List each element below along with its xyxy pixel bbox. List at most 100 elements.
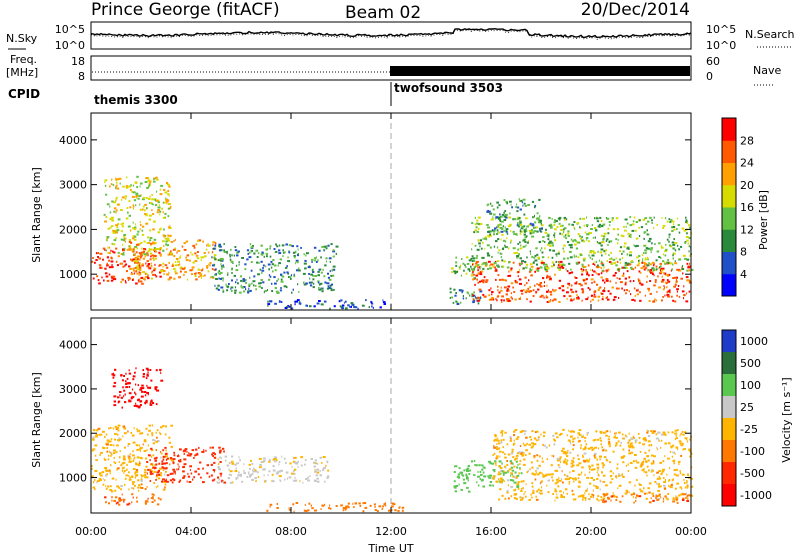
echo-cell [621, 495, 624, 498]
echo-cell [549, 240, 552, 243]
echo-cell [384, 502, 386, 505]
echo-cell [147, 277, 150, 280]
echo-cell [530, 230, 533, 233]
echo-cell [491, 462, 495, 465]
echo-cell [279, 258, 283, 261]
echo-cell [486, 204, 488, 207]
echo-cell [132, 237, 135, 240]
echo-cell [568, 250, 572, 253]
echo-cell [522, 289, 525, 291]
echo-cell [644, 294, 646, 297]
echo-cell [679, 442, 682, 445]
echo-cell [150, 244, 152, 247]
echo-cell [676, 228, 678, 231]
echo-cell [482, 262, 486, 265]
echo-cell [115, 224, 119, 227]
echo-cell [303, 509, 306, 512]
echo-cell [665, 497, 668, 500]
echo-cell [534, 254, 537, 257]
echo-cell [545, 473, 548, 476]
echo-cell [141, 247, 143, 250]
echo-cell [686, 258, 690, 261]
echo-cell [391, 505, 394, 508]
echo-cell [560, 432, 563, 435]
echo-cell [217, 481, 220, 484]
echo-cell [662, 460, 665, 463]
echo-cell [648, 482, 652, 485]
echo-cell [323, 245, 327, 248]
echo-cell [177, 454, 179, 457]
echo-cell [533, 256, 536, 259]
echo-cell [213, 263, 216, 266]
echo-cell [592, 489, 594, 492]
echo-cell [611, 219, 614, 222]
echo-cell [206, 266, 209, 269]
echo-cell [545, 294, 548, 297]
echo-cell [513, 430, 516, 433]
echo-cell [108, 185, 111, 188]
echo-cell [127, 443, 131, 445]
echo-cell [473, 298, 475, 301]
echo-cell [479, 280, 481, 283]
echo-cell [194, 252, 197, 255]
echo-cell [119, 262, 121, 265]
echo-cell [561, 478, 563, 480]
echo-cell [688, 237, 691, 239]
echo-cell [529, 263, 533, 266]
echo-cell [159, 193, 163, 196]
echo-region [453, 464, 471, 493]
echo-cell [309, 305, 312, 308]
echo-cell [589, 232, 592, 234]
echo-cell [278, 252, 282, 255]
echo-cell [549, 226, 553, 229]
echo-cell [544, 241, 546, 243]
echo-cell [590, 228, 593, 230]
echo-cell [633, 493, 636, 496]
echo-cell [624, 261, 627, 264]
echo-cell [257, 252, 260, 255]
echo-cell [338, 300, 341, 303]
echo-cell [156, 436, 158, 439]
echo-cell [154, 250, 156, 253]
echo-cell [572, 438, 574, 440]
echo-cell [257, 471, 259, 474]
echo-cell [138, 262, 140, 265]
echo-cell [672, 247, 674, 250]
echo-cell [245, 288, 247, 291]
echo-cell [496, 448, 499, 451]
echo-cell [107, 227, 110, 230]
echo-cell [516, 486, 520, 488]
echo-cell [632, 437, 635, 439]
echo-cell [569, 471, 571, 474]
echo-cell [242, 280, 244, 283]
echo-cell [475, 464, 478, 467]
echo-cell [112, 427, 115, 430]
echo-cell [622, 456, 625, 459]
echo-cell [230, 286, 234, 289]
echo-cell [591, 250, 595, 253]
noise-tick-left-high: 10^5 [55, 23, 85, 36]
echo-cell [609, 258, 611, 261]
echo-cell [167, 193, 170, 196]
echo-cell [182, 470, 185, 473]
echo-cell [648, 491, 651, 494]
echo-cell [573, 298, 575, 301]
echo-cell [619, 261, 621, 264]
echo-cell [250, 269, 253, 272]
echo-cell [112, 250, 114, 253]
echo-cell [128, 240, 132, 243]
echo-cell [297, 465, 299, 468]
echo-region [146, 446, 227, 484]
echo-cell [546, 284, 548, 287]
echo-cell [276, 459, 278, 462]
echo-cell [531, 466, 534, 469]
echo-cell [116, 444, 119, 447]
echo-cell [547, 473, 550, 476]
echo-cell [117, 255, 120, 258]
echo-cell [563, 491, 565, 494]
echo-cell [562, 428, 565, 431]
echo-cell [484, 467, 486, 469]
echo-cell [683, 294, 685, 297]
echo-cell [597, 242, 599, 245]
echo-cell [688, 269, 691, 272]
